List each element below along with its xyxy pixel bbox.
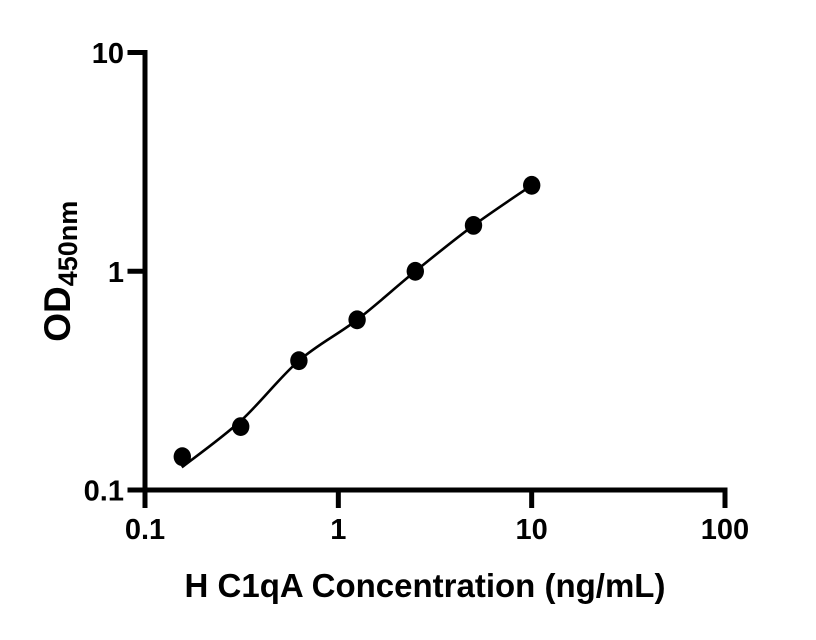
data-point-marker [348,310,366,330]
x-tick-label: 10 [516,514,548,546]
data-point-marker [406,261,424,281]
y-tick-label: 10 [92,38,124,70]
y-tick-label: 0.1 [84,476,124,508]
data-point-marker [290,351,308,371]
data-point-marker [523,175,541,195]
y-axis-title-subscript: 450nm [53,201,83,287]
y-axis-title-base: OD [37,286,78,342]
x-tick-label: 0.1 [125,514,165,546]
x-tick-label: 100 [701,514,749,546]
data-point-marker [232,417,250,436]
y-tick-label: 1 [108,257,124,289]
x-axis-title: H C1qA Concentration (ng/mL) [185,567,666,604]
x-tick-label: 1 [330,514,346,546]
data-point-marker [464,216,483,235]
y-axis-title: OD450nm [37,201,83,342]
data-point-marker [173,447,191,467]
